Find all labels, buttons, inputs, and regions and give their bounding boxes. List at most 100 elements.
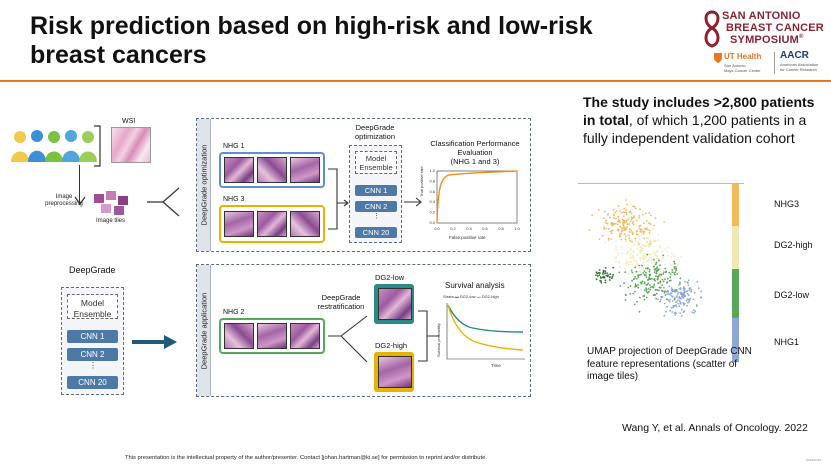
legend-label-dg2-high: DG2-high xyxy=(774,240,813,250)
roc-xtick-label: 0.2 xyxy=(450,226,456,231)
umap-caption: UMAP projection of DeepGrade CNN feature… xyxy=(587,346,752,382)
umap-point xyxy=(629,285,632,288)
umap-point xyxy=(616,223,619,226)
umap-point xyxy=(598,274,601,276)
image-tiles-icon xyxy=(94,191,128,215)
umap-point xyxy=(630,218,633,221)
umap-point xyxy=(648,270,651,273)
registered-mark: ® xyxy=(799,34,804,40)
umap-point xyxy=(644,274,646,277)
opt-cnn-ellipsis: ⋮ xyxy=(373,213,380,220)
umap-point xyxy=(618,220,621,222)
umap-point xyxy=(633,243,636,246)
umap-point xyxy=(653,258,655,261)
bracket-icon xyxy=(94,125,101,167)
umap-point xyxy=(670,287,673,289)
umap-point xyxy=(678,305,681,308)
umap-point xyxy=(673,260,676,263)
umap-point xyxy=(649,278,652,281)
umap-point xyxy=(638,225,641,227)
umap-point xyxy=(639,259,642,262)
nhg1-tile-group xyxy=(219,152,325,188)
umap-point xyxy=(621,234,623,236)
umap-point xyxy=(677,299,679,302)
application-side-tab: DeepGrade application xyxy=(197,265,211,396)
umap-point xyxy=(653,240,656,243)
umap-point xyxy=(595,274,597,277)
umap-point xyxy=(608,276,611,279)
umap-point xyxy=(624,299,627,301)
umap-point xyxy=(658,289,660,292)
cnn-1-box: CNN 1 xyxy=(67,330,118,343)
cnn-2-box: CNN 2 xyxy=(67,348,118,361)
umap-point xyxy=(678,284,680,286)
umap-point xyxy=(633,205,636,208)
umap-point xyxy=(638,238,641,241)
wsi-thumbnail xyxy=(111,127,151,163)
nhg3-label: NHG 3 xyxy=(223,196,245,203)
umap-point xyxy=(671,295,674,298)
survival-ylabel: Survival probability xyxy=(436,323,441,357)
umap-point xyxy=(686,281,689,284)
umap-point xyxy=(653,285,655,287)
umap-point xyxy=(634,275,637,278)
umap-point xyxy=(689,297,691,300)
umap-point xyxy=(647,282,650,285)
umap-point xyxy=(608,227,610,230)
umap-point xyxy=(666,277,669,280)
umap-point xyxy=(646,291,649,294)
umap-point xyxy=(624,293,627,296)
umap-point xyxy=(656,255,659,258)
umap-point xyxy=(634,237,637,240)
umap-point xyxy=(634,283,637,285)
umap-point xyxy=(603,226,605,229)
umap-point xyxy=(604,271,607,273)
umap-point xyxy=(642,261,645,264)
umap-point xyxy=(693,311,696,314)
umap-point xyxy=(609,216,611,219)
arrow-right-icon xyxy=(132,335,177,349)
umap-point xyxy=(670,263,673,266)
umap-point xyxy=(622,223,624,225)
umap-point xyxy=(634,207,637,210)
study-summary-rest: , of which 1,200 patients in a fully ind… xyxy=(583,112,807,146)
umap-point xyxy=(629,293,632,295)
umap-point xyxy=(655,275,657,277)
umap-point xyxy=(627,218,630,220)
umap-point xyxy=(636,254,639,256)
umap-point xyxy=(673,266,676,268)
roc-xlabel: False positive rate xyxy=(449,235,486,240)
nhg3-tile xyxy=(290,211,320,237)
nhg2-label: NHG 2 xyxy=(223,309,245,316)
umap-point xyxy=(680,255,683,258)
umap-point xyxy=(650,261,653,264)
umap-point xyxy=(619,285,622,287)
umap-point xyxy=(657,269,660,271)
arrow-right-small-icon xyxy=(404,197,422,207)
umap-point xyxy=(624,227,627,230)
umap-point xyxy=(629,253,632,256)
to-survival-arrows-icon xyxy=(418,310,439,362)
umap-point xyxy=(650,242,653,245)
umap-point xyxy=(658,286,661,289)
survival-axes xyxy=(446,303,525,360)
umap-point xyxy=(664,278,666,280)
umap-point xyxy=(602,273,604,275)
umap-point xyxy=(680,298,682,300)
umap-point xyxy=(654,279,656,282)
eval-title-line2: Evaluation xyxy=(457,148,493,157)
umap-point xyxy=(647,278,650,281)
umap-point xyxy=(692,309,695,311)
roc-xtick-label: 0.6 xyxy=(482,226,488,231)
right-divider xyxy=(578,183,744,184)
umap-point xyxy=(629,239,632,242)
umap-point xyxy=(622,215,625,218)
umap-point xyxy=(670,289,673,292)
umap-point xyxy=(663,271,665,273)
umap-point xyxy=(630,248,632,251)
umap-point xyxy=(604,267,607,269)
umap-point xyxy=(643,222,645,225)
umap-point xyxy=(657,233,660,236)
umap-point xyxy=(655,254,657,257)
umap-point xyxy=(655,250,658,252)
